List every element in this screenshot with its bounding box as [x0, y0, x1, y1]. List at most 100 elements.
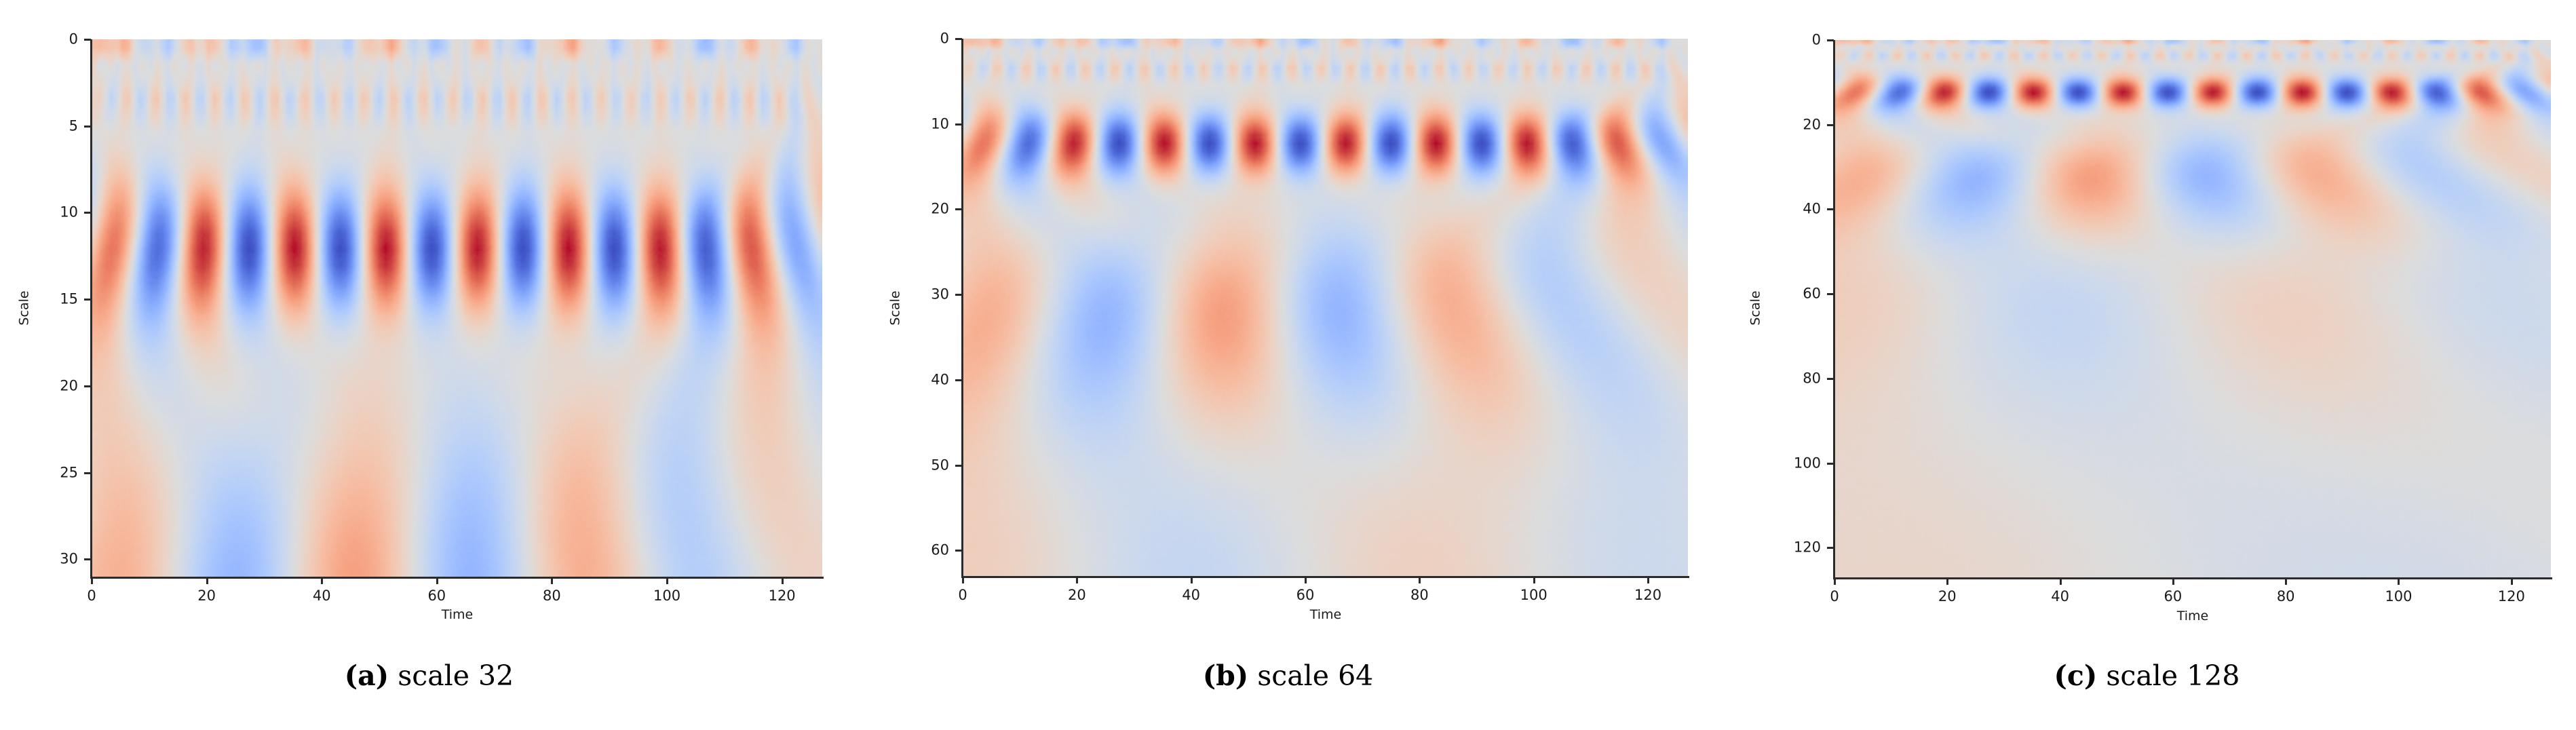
x-tick-label-b-6: 120	[1634, 587, 1662, 603]
x-tick-b-4	[1419, 577, 1421, 583]
y-tick-a-3	[84, 299, 91, 301]
y-tick-a-1	[84, 125, 91, 128]
x-tick-label-a-4: 80	[543, 588, 561, 604]
panel-scale-64: Scale Time (b) scale 64 0 10 20 30 40 50 60 0 20…	[859, 0, 1717, 730]
y-tick-label-a-3: 15	[60, 290, 78, 307]
x-tick-label-b-1: 20	[1067, 587, 1086, 603]
x-axis-line-b	[961, 576, 1689, 578]
y-tick-a-6	[84, 558, 91, 561]
x-tick-a-3	[436, 577, 438, 584]
y-tick-b-3	[955, 294, 962, 296]
x-axis-title-c: Time	[2176, 609, 2209, 623]
y-tick-label-c-1: 20	[1803, 116, 1821, 133]
y-axis-line-a	[90, 39, 92, 578]
y-tick-c-3	[1827, 293, 1834, 296]
heatmap-b	[963, 39, 1688, 576]
y-tick-label-c-3: 60	[1803, 285, 1821, 302]
x-tick-b-5	[1533, 577, 1535, 583]
y-tick-label-a-2: 10	[60, 204, 78, 220]
x-tick-b-0	[962, 577, 964, 583]
x-tick-label-a-3: 60	[427, 588, 446, 604]
heatmap-canvas-c	[1834, 40, 2551, 577]
y-tick-label-c-0: 0	[1811, 31, 1821, 48]
heatmap-canvas-a	[92, 39, 822, 577]
x-axis-line-a	[90, 577, 824, 579]
x-tick-b-1	[1076, 577, 1079, 583]
y-tick-b-2	[955, 208, 962, 211]
caption-label-c: (c)	[2054, 659, 2098, 692]
x-tick-a-6	[781, 577, 784, 584]
x-tick-c-4	[2285, 578, 2288, 585]
x-tick-label-c-5: 100	[2385, 588, 2412, 604]
x-tick-a-5	[666, 577, 669, 584]
x-tick-label-b-4: 80	[1410, 587, 1429, 603]
y-tick-c-6	[1827, 547, 1834, 550]
y-tick-label-b-1: 10	[931, 115, 949, 132]
caption-b: (b) scale 64	[859, 659, 1717, 692]
y-tick-label-b-3: 30	[931, 286, 949, 303]
y-tick-c-2	[1827, 208, 1834, 211]
y-tick-label-a-6: 30	[60, 550, 78, 567]
y-tick-a-0	[84, 39, 91, 41]
plot-wrap-a	[90, 39, 824, 579]
heatmap-canvas-b	[963, 39, 1688, 576]
x-axis-title-a: Time	[441, 607, 474, 622]
y-tick-a-4	[84, 385, 91, 387]
y-tick-b-6	[955, 550, 962, 552]
y-tick-label-c-5: 100	[1793, 455, 1821, 472]
x-tick-label-a-1: 20	[197, 588, 216, 604]
caption-a: (a) scale 32	[0, 659, 858, 692]
x-tick-b-2	[1190, 577, 1193, 583]
x-tick-b-3	[1305, 577, 1307, 583]
caption-label-b: (b)	[1202, 659, 1249, 692]
x-tick-label-c-0: 0	[1830, 588, 1839, 604]
y-tick-label-a-1: 5	[69, 117, 78, 134]
x-tick-a-4	[551, 577, 554, 584]
heatmap-c	[1834, 40, 2551, 577]
x-tick-label-b-3: 60	[1296, 587, 1315, 603]
x-tick-label-c-6: 120	[2497, 588, 2525, 604]
caption-label-a: (a)	[344, 659, 389, 692]
panel-scale-32: Scale Time (a) scale 32 0 5 10 15 20 25 30 0 20 4…	[0, 0, 858, 730]
y-tick-c-1	[1827, 123, 1834, 126]
caption-text-c: scale 128	[2097, 659, 2240, 692]
x-tick-label-a-0: 0	[87, 588, 96, 604]
x-tick-c-3	[2172, 578, 2174, 585]
caption-c: (c) scale 128	[1718, 659, 2576, 692]
y-tick-a-5	[84, 472, 91, 474]
x-tick-c-6	[2510, 578, 2513, 585]
y-tick-c-0	[1827, 39, 1834, 41]
plot-wrap-c	[1833, 40, 2552, 579]
heatmap-a	[92, 39, 822, 577]
x-tick-label-c-3: 60	[2164, 588, 2183, 604]
x-tick-a-0	[91, 577, 93, 584]
y-tick-a-2	[84, 212, 91, 214]
x-tick-c-1	[1946, 578, 1949, 585]
x-tick-label-b-2: 40	[1182, 587, 1201, 603]
y-tick-label-b-0: 0	[940, 30, 949, 47]
panel-scale-128: Scale Time (c) scale 128 0 20 40 60 80 100 120…	[1718, 0, 2576, 730]
x-tick-c-5	[2398, 578, 2400, 585]
y-tick-b-4	[955, 379, 962, 381]
caption-text-b: scale 64	[1248, 659, 1374, 692]
y-tick-b-0	[955, 38, 962, 40]
x-tick-label-a-6: 120	[768, 588, 796, 604]
x-tick-c-0	[1834, 578, 1836, 585]
x-tick-label-b-0: 0	[958, 587, 967, 603]
x-tick-label-a-5: 100	[653, 588, 681, 604]
y-axis-line-b	[961, 39, 963, 577]
y-tick-label-a-0: 0	[69, 31, 78, 47]
y-tick-c-5	[1827, 462, 1834, 465]
y-tick-label-b-6: 60	[931, 541, 949, 558]
y-tick-label-b-2: 20	[931, 200, 949, 217]
x-axis-title-b: Time	[1309, 607, 1342, 622]
x-tick-a-2	[321, 577, 324, 584]
caption-text-a: scale 32	[389, 659, 514, 692]
y-tick-label-b-5: 50	[931, 457, 949, 474]
x-axis-line-c	[1833, 577, 2552, 579]
y-axis-line-c	[1833, 40, 1835, 579]
y-tick-c-4	[1827, 377, 1834, 380]
x-tick-label-c-4: 80	[2276, 588, 2295, 604]
x-tick-b-6	[1647, 577, 1650, 583]
